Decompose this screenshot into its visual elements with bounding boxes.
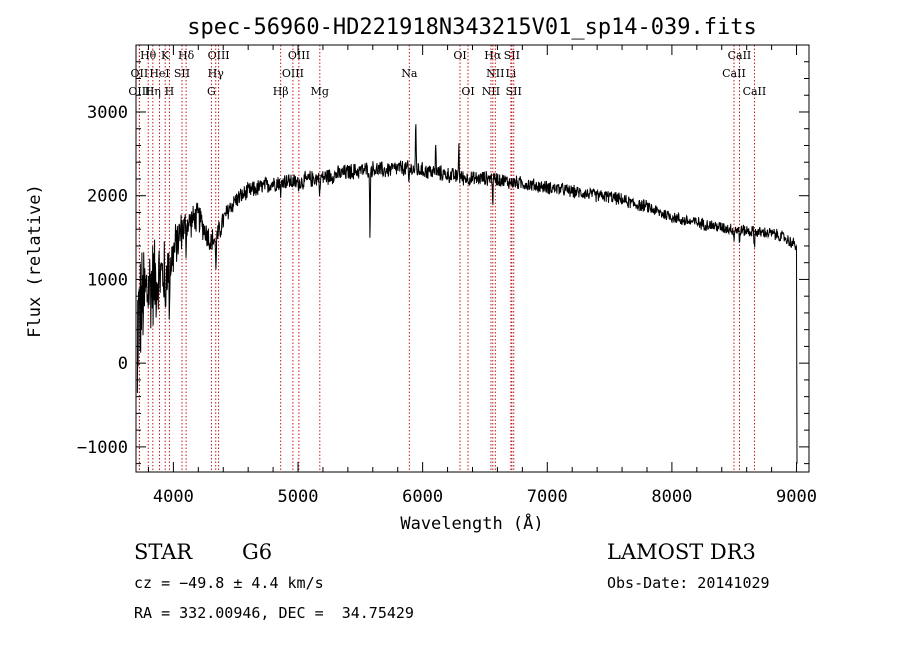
x-tick-label: 5000 bbox=[278, 487, 319, 507]
y-tick-label: 3000 bbox=[87, 103, 128, 123]
marker-label: Hβ bbox=[273, 85, 289, 98]
redshift-velocity: cz = −49.8 ± 4.4 km/s bbox=[134, 574, 324, 592]
marker-label: SII bbox=[506, 85, 522, 98]
marker-label: K bbox=[161, 49, 170, 62]
y-tick-label: −1000 bbox=[77, 438, 128, 458]
marker-label: SII bbox=[174, 67, 190, 80]
sky-coordinates: RA = 332.00946, DEC = 34.75429 bbox=[134, 604, 414, 622]
marker-label: OIII bbox=[208, 49, 230, 62]
marker-label: Hγ bbox=[208, 67, 225, 80]
x-tick-label: 4000 bbox=[153, 487, 194, 507]
x-axis-label: Wavelength (Å) bbox=[400, 512, 543, 534]
marker-label: Li bbox=[505, 67, 516, 80]
marker-label: CaII bbox=[743, 85, 767, 98]
x-tick-label: 7000 bbox=[527, 487, 568, 507]
spectrum-line bbox=[136, 124, 798, 464]
marker-label: Hθ bbox=[140, 49, 157, 62]
x-tick-label: 9000 bbox=[776, 487, 817, 507]
marker-label: OI bbox=[461, 85, 474, 98]
marker-label: Na bbox=[401, 67, 418, 80]
marker-label: CaII bbox=[728, 49, 752, 62]
marker-label: SII bbox=[504, 49, 520, 62]
marker-label: G bbox=[207, 85, 216, 98]
marker-label: OIII bbox=[282, 67, 304, 80]
marker-label: NII bbox=[482, 85, 500, 98]
marker-label: H bbox=[165, 85, 175, 98]
marker-label: NII bbox=[486, 67, 504, 80]
marker-label: OIII bbox=[128, 85, 150, 98]
y-tick-label: 0 bbox=[118, 354, 128, 374]
x-tick-label: 8000 bbox=[651, 487, 692, 507]
marker-label: HeI bbox=[149, 67, 169, 80]
object-class: STAR bbox=[134, 540, 193, 564]
spectrum-layer bbox=[136, 124, 798, 464]
axes: 4000 5000 6000 7000 8000 9000 −1000 0 1000 2000 30… bbox=[77, 44, 817, 507]
chart-title: spec-56960-HD221918N343215V01_sp14-039.f… bbox=[187, 15, 757, 40]
x-tick-label: 6000 bbox=[402, 487, 443, 507]
plot-frame bbox=[135, 44, 810, 473]
y-tick-label: 1000 bbox=[87, 270, 128, 290]
marker-label: OIII bbox=[288, 49, 310, 62]
survey-release: LAMOST DR3 bbox=[607, 540, 756, 564]
y-tick-label: 2000 bbox=[87, 187, 128, 207]
marker-label: CaII bbox=[722, 67, 746, 80]
marker-label: Mg bbox=[311, 85, 329, 98]
marker-label: Hα bbox=[484, 49, 502, 62]
marker-label: OI bbox=[453, 49, 466, 62]
marker-label: Hδ bbox=[178, 49, 195, 62]
marker-label: Hη bbox=[145, 85, 161, 98]
y-axis-label: Flux (relative) bbox=[25, 184, 45, 338]
spectral-subclass: G6 bbox=[242, 540, 273, 564]
observation-date: Obs-Date: 20141029 bbox=[607, 574, 770, 592]
